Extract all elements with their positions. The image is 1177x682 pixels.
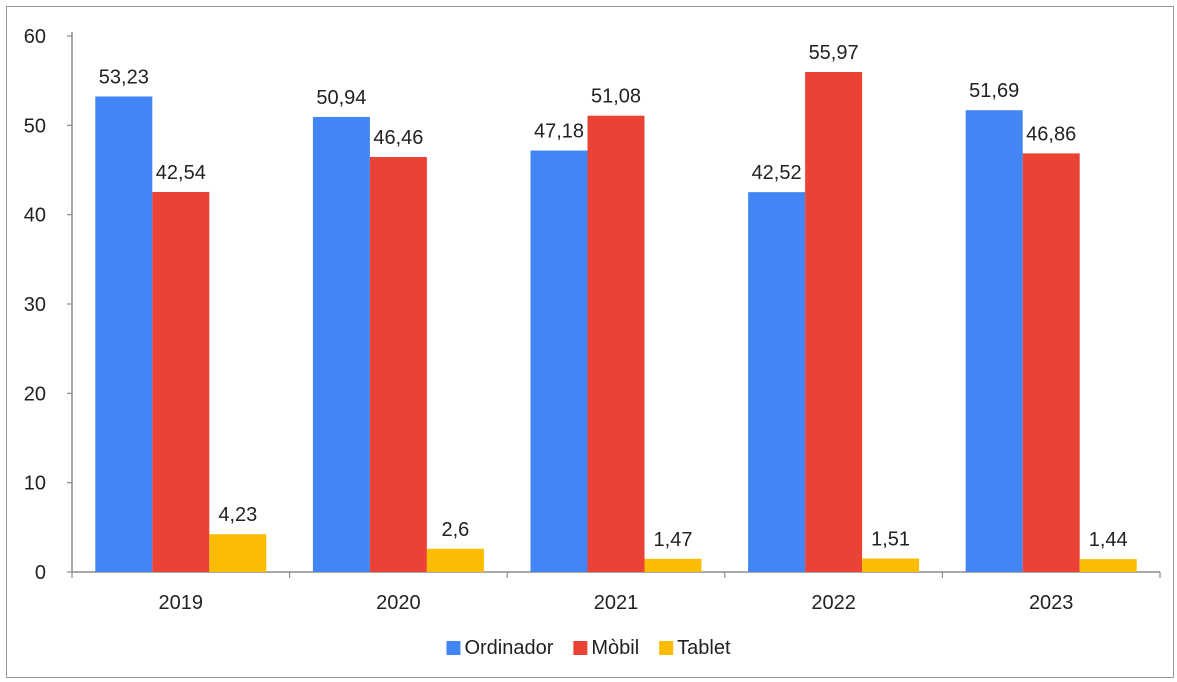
- x-tick-label: 2021: [594, 592, 639, 614]
- legend-label: Ordinador: [464, 637, 553, 659]
- bar-mòbil-2023: [1023, 153, 1080, 572]
- bar-tablet-2021: [645, 559, 702, 572]
- y-tick-label: 20: [24, 383, 46, 405]
- bars: [95, 72, 1136, 572]
- data-label: 1,47: [654, 529, 693, 551]
- data-label: 1,44: [1089, 529, 1128, 551]
- y-tick-label: 60: [24, 26, 46, 48]
- legend-swatch-ordinador: [446, 641, 460, 655]
- bar-ordinador-2019: [95, 96, 152, 572]
- data-label: 4,23: [218, 504, 257, 526]
- data-label: 2,6: [441, 519, 469, 541]
- bar-tablet-2020: [427, 549, 484, 572]
- legend-label: Tablet: [677, 637, 731, 659]
- bar-tablet-2019: [209, 534, 266, 572]
- bar-mòbil-2020: [370, 157, 427, 572]
- x-axis: 2019 2020 2021 2022 2023: [72, 572, 1160, 614]
- legend: Ordinador Mòbil Tablet: [446, 637, 731, 659]
- x-tick-label: 2022: [811, 592, 856, 614]
- legend-swatch-mòbil: [573, 641, 587, 655]
- data-label: 53,23: [99, 66, 149, 88]
- bar-ordinador-2020: [313, 117, 370, 572]
- y-axis: 0 10 20 30 40 50 60: [24, 26, 72, 584]
- y-tick-label: 0: [35, 562, 46, 584]
- bar-ordinador-2023: [966, 110, 1023, 572]
- legend-label: Mòbil: [591, 637, 639, 659]
- bar-tablet-2023: [1080, 559, 1137, 572]
- data-label: 42,54: [156, 162, 206, 184]
- data-label: 47,18: [534, 121, 584, 143]
- bar-ordinador-2022: [748, 192, 805, 572]
- data-label: 1,51: [871, 529, 910, 551]
- y-tick-label: 30: [24, 294, 46, 316]
- data-label: 51,69: [969, 80, 1019, 102]
- bar-ordinador-2021: [531, 151, 588, 572]
- y-tick-label: 50: [24, 115, 46, 137]
- data-label: 46,86: [1026, 123, 1076, 145]
- bar-tablet-2022: [862, 559, 919, 572]
- bar-mòbil-2019: [152, 192, 209, 572]
- y-tick-label: 40: [24, 205, 46, 227]
- x-tick-label: 2023: [1029, 592, 1074, 614]
- data-label: 50,94: [316, 87, 366, 109]
- data-label: 42,52: [752, 162, 802, 184]
- data-label: 55,97: [809, 42, 859, 64]
- legend-swatch-tablet: [659, 641, 673, 655]
- data-label: 46,46: [373, 127, 423, 149]
- bar-mòbil-2021: [588, 116, 645, 572]
- bar-mòbil-2022: [805, 72, 862, 572]
- data-label: 51,08: [591, 86, 641, 108]
- x-tick-label: 2020: [376, 592, 421, 614]
- x-tick-label: 2019: [159, 592, 204, 614]
- y-tick-label: 10: [24, 473, 46, 495]
